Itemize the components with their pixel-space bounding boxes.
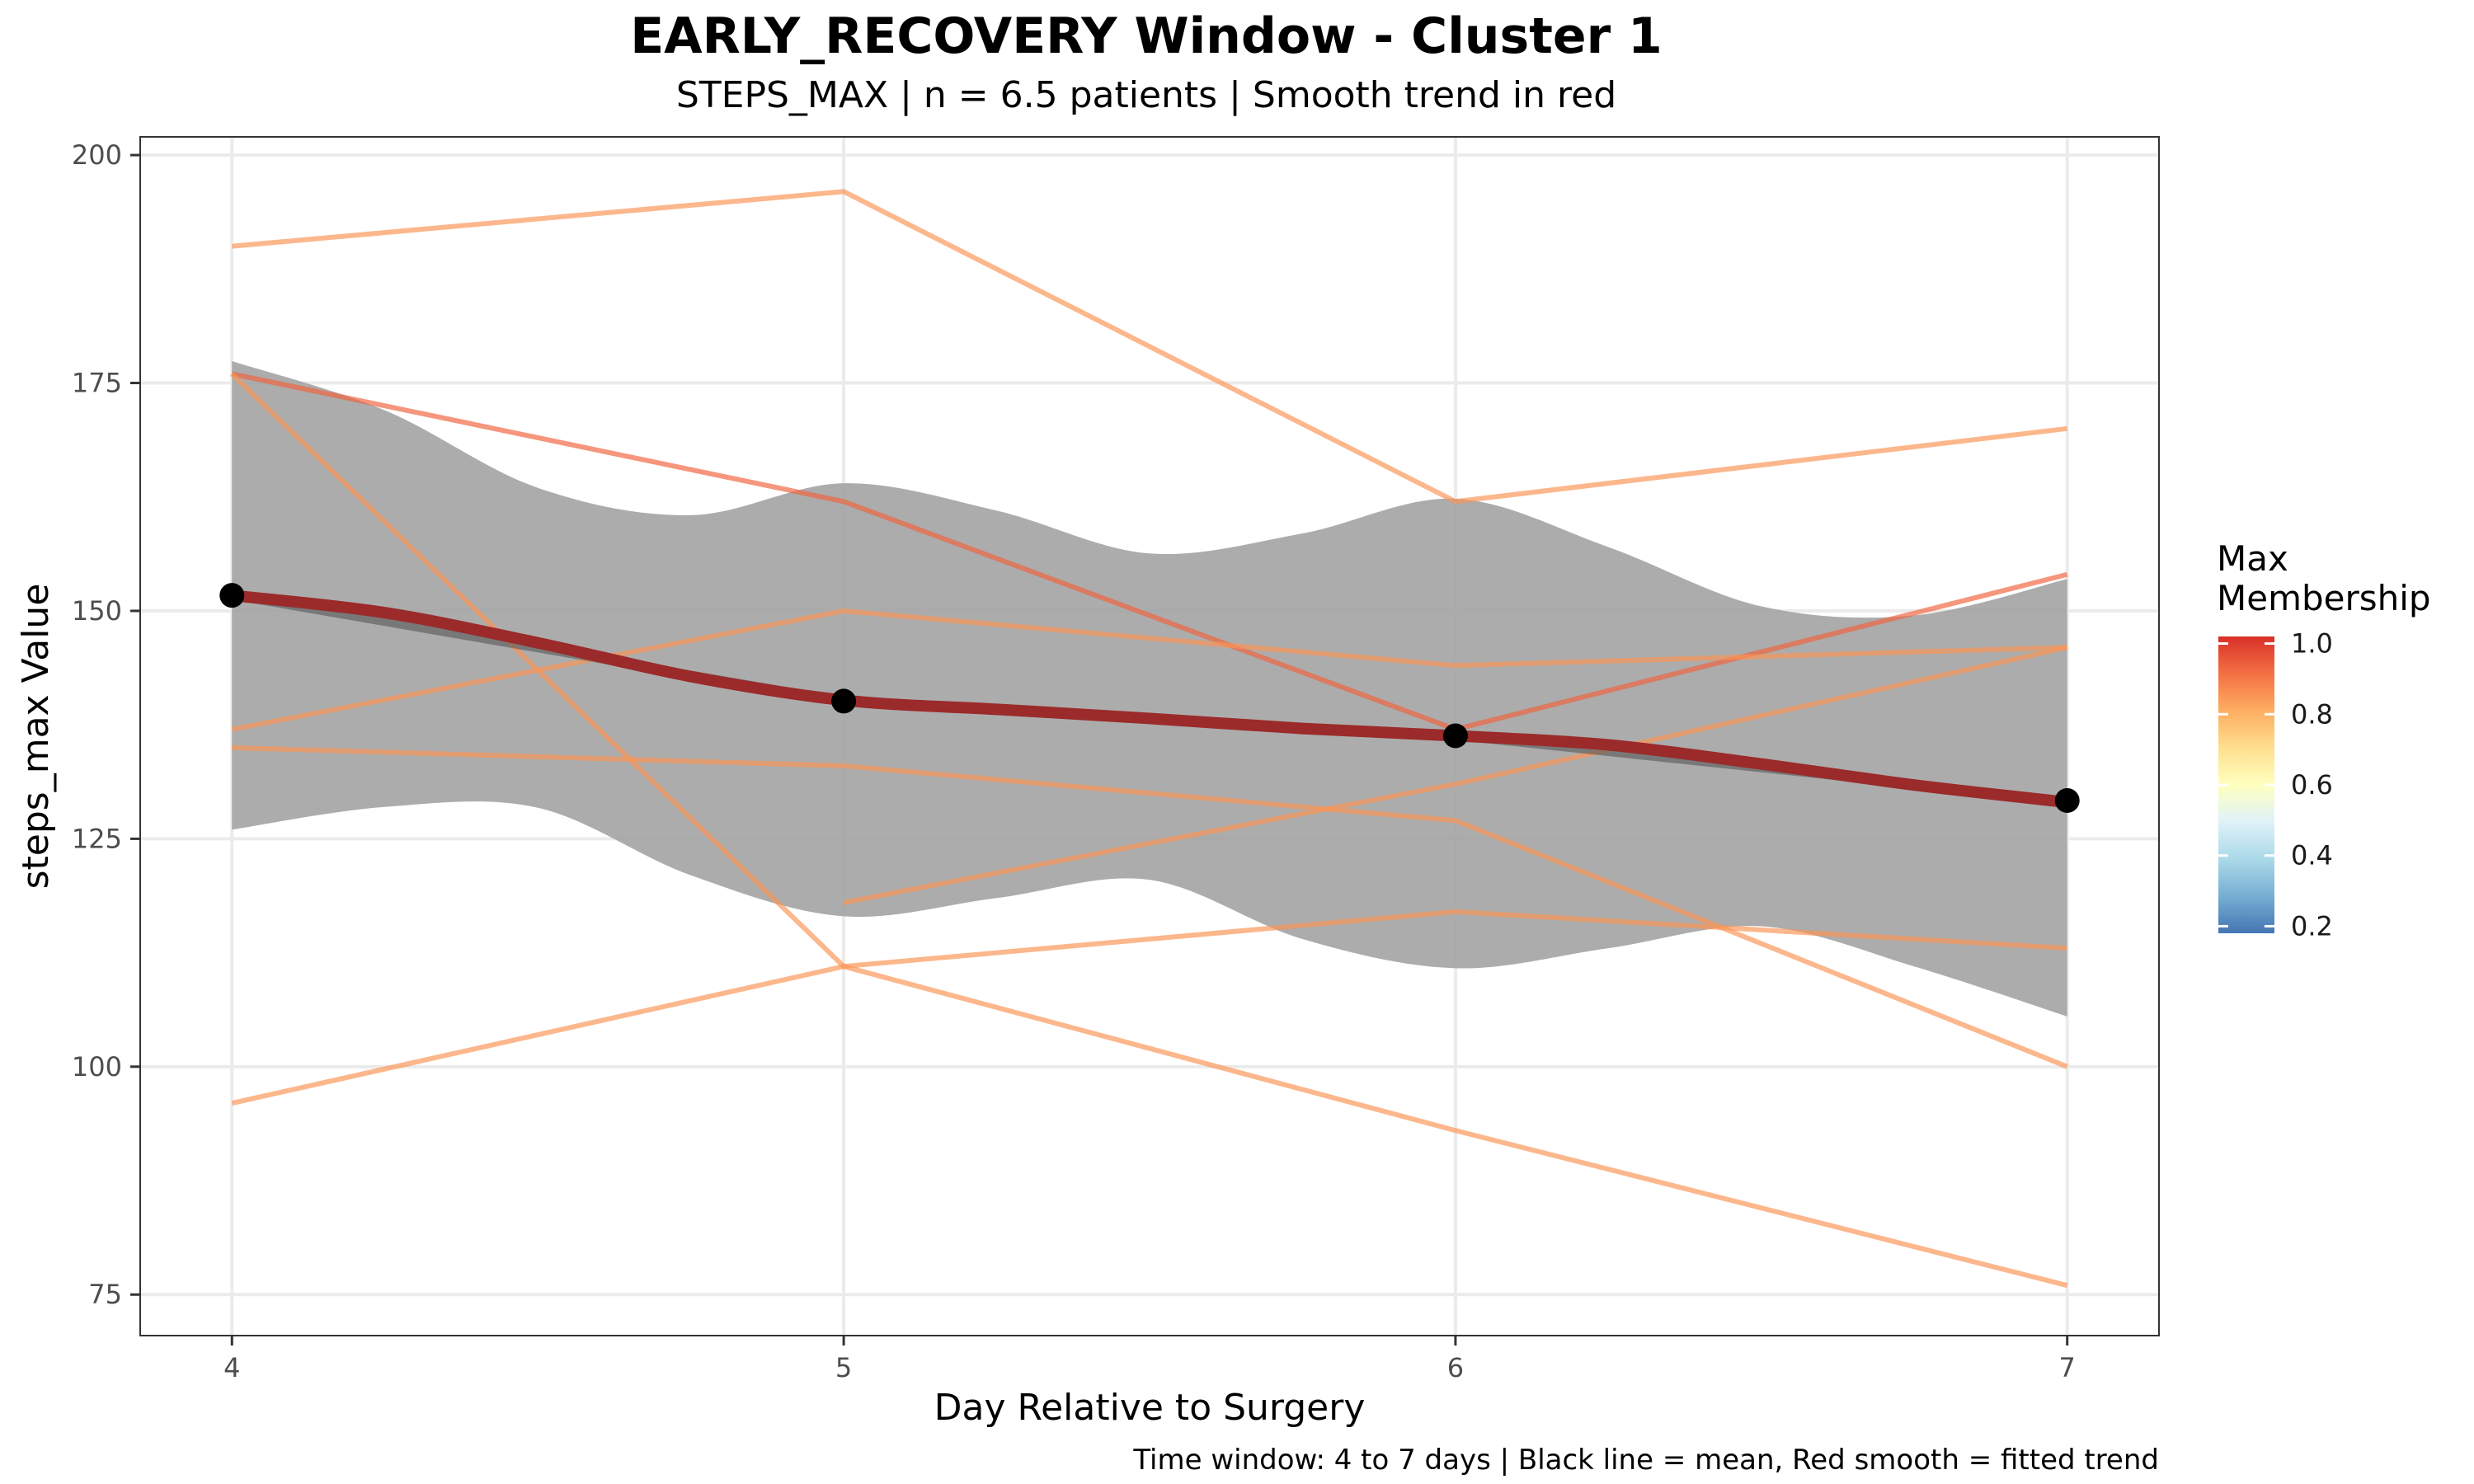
legend-title-line: Membership: [2217, 578, 2431, 618]
mean-point: [1443, 723, 1468, 748]
legend-tick-label: 1.0: [2291, 628, 2333, 660]
mean-point: [2055, 788, 2080, 813]
x-axis-title: Day Relative to Surgery: [934, 1387, 1366, 1429]
legend-tick-label: 0.2: [2291, 910, 2333, 942]
legend-tick-label: 0.8: [2291, 698, 2333, 730]
legend-tick-label: 0.4: [2291, 840, 2333, 871]
legend-title-line: Max: [2217, 538, 2288, 579]
y-tick-label: 75: [88, 1279, 122, 1310]
x-tick-label: 5: [835, 1352, 852, 1383]
y-tick-label: 100: [72, 1051, 122, 1082]
x-tick-label: 7: [2059, 1352, 2076, 1383]
x-tick-label: 6: [1447, 1352, 1464, 1383]
chart-caption: Time window: 4 to 7 days | Black line = …: [1132, 1444, 2159, 1477]
legend-tick-label: 0.6: [2291, 769, 2333, 801]
y-tick-label: 200: [72, 139, 122, 171]
y-axis-title: steps_max Value: [15, 584, 57, 890]
x-axis-ticks: 4 5 6 7: [223, 1336, 2076, 1383]
y-axis-ticks: 75 100 125 150 175 200: [72, 139, 140, 1310]
x-tick-label: 4: [223, 1352, 240, 1383]
legend-title: Max Membership: [2217, 538, 2431, 618]
color-legend: Max Membership 1.0 0.8 0.6 0.4 0.2: [2217, 538, 2431, 942]
y-tick-label: 150: [72, 595, 122, 627]
y-tick-label: 125: [72, 823, 122, 854]
chart-subtitle: STEPS_MAX | n = 6.5 patients | Smooth tr…: [676, 74, 1616, 116]
plot-panel: [140, 137, 2159, 1336]
chart-title: EARLY_RECOVERY Window - Cluster 1: [630, 7, 1663, 65]
mean-point: [219, 583, 244, 608]
mean-point: [831, 688, 856, 713]
y-tick-label: 175: [72, 368, 122, 399]
